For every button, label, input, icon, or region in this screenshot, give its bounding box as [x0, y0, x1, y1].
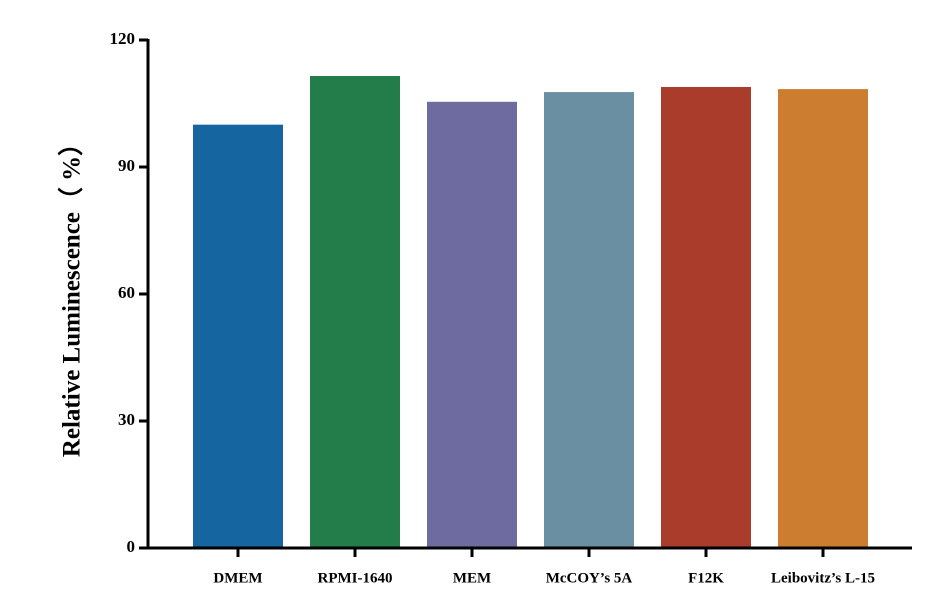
bar: [661, 86, 751, 549]
bar: [544, 92, 634, 548]
x-tick-label: F12K: [688, 570, 724, 586]
y-tick-label: 90: [118, 156, 135, 175]
y-axis-title: Relative Luminescence（ %）: [57, 131, 86, 457]
bar: [778, 89, 868, 549]
y-tick-label: 60: [118, 283, 135, 302]
y-tick-label: 0: [127, 537, 136, 556]
x-tick-label: Leibovitz’s L-15: [771, 570, 875, 586]
x-tick-label: DMEM: [213, 570, 262, 586]
y-tick-label: 120: [110, 29, 136, 48]
bar: [310, 75, 400, 548]
y-tick-label: 30: [118, 410, 135, 429]
bar: [427, 101, 517, 548]
x-tick-label: McCOY’s 5A: [546, 570, 633, 586]
x-tick-label: RPMI-1640: [318, 570, 393, 586]
x-tick-label: MEM: [453, 570, 491, 586]
bar: [193, 124, 283, 549]
